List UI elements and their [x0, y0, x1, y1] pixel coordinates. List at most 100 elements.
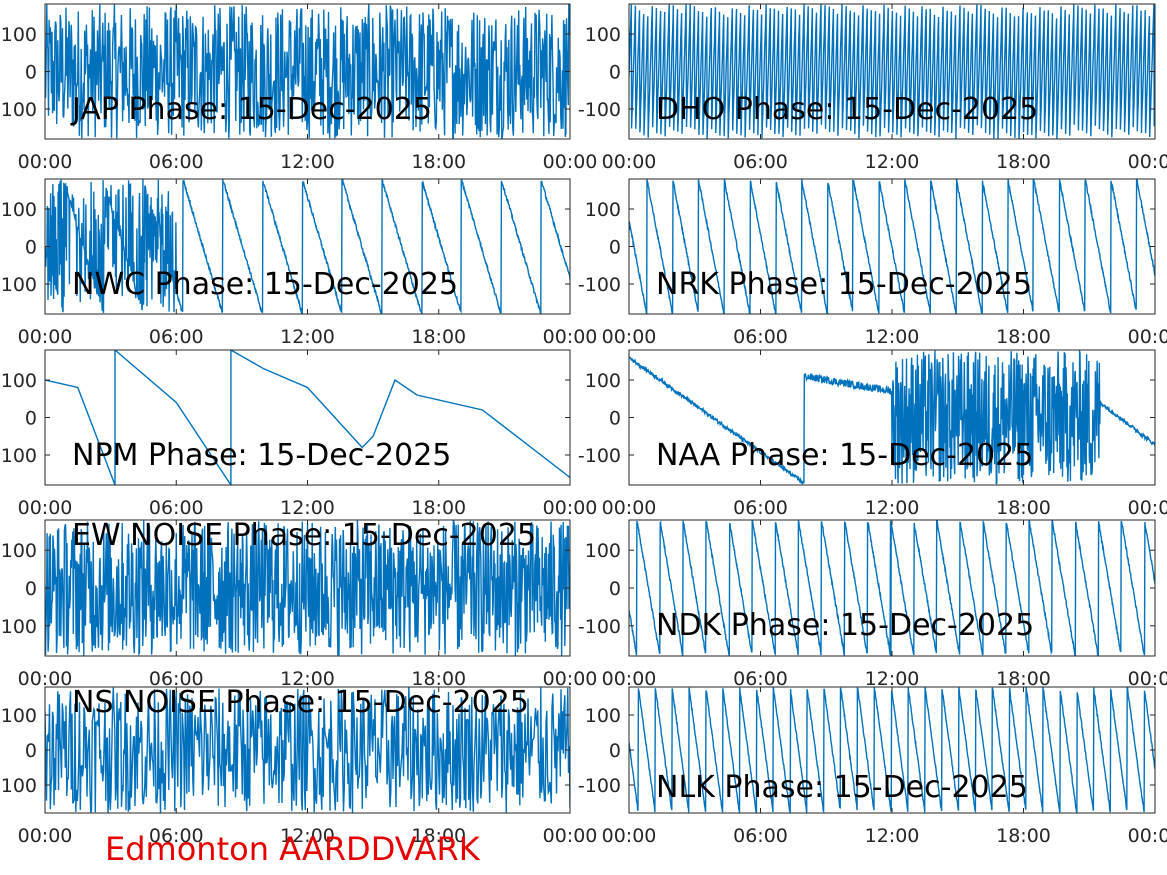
y-tick-label: -100 [578, 445, 621, 467]
y-tick-label: 100 [1, 99, 37, 121]
y-tick-label: 0 [25, 237, 37, 259]
x-tick-label: 12:00 [865, 151, 920, 173]
y-tick-label: 0 [609, 237, 621, 259]
phase-panel: 100 0 -100 00:00 06:00 12:00 18:00 00:00 NLK Pha… [578, 686, 1167, 847]
x-tick-label: 12:00 [280, 497, 335, 519]
x-tick-label: 00:00 [1128, 326, 1167, 348]
panel-title: NPM Phase: 15-Dec-2025 [72, 438, 451, 473]
panel-title: EW NOISE Phase: 15-Dec-2025 [72, 518, 536, 553]
x-tick-label: 06:00 [733, 825, 788, 847]
x-tick-label: 12:00 [865, 825, 920, 847]
phase-panel: 100 0 100 00:00 06:00 12:00 18:00 00:00 NS NOISE… [1, 685, 598, 847]
y-tick-label: -100 [578, 99, 621, 121]
y-tick-label: 0 [25, 578, 37, 600]
x-tick-label: 06:00 [733, 151, 788, 173]
x-tick-label: 00:00 [602, 151, 657, 173]
panel-title: NAA Phase: 15-Dec-2025 [656, 438, 1033, 473]
x-tick-label: 18:00 [411, 151, 466, 173]
x-tick-label: 06:00 [733, 497, 788, 519]
x-tick-label: 18:00 [411, 825, 466, 847]
panel-title: DHO Phase: 15-Dec-2025 [656, 92, 1038, 127]
y-tick-label: 100 [585, 705, 621, 727]
y-tick-label: 100 [585, 24, 621, 46]
phase-series-line [45, 179, 570, 314]
phase-series-line [45, 350, 570, 485]
y-tick-label: -100 [578, 775, 621, 797]
y-tick-label: 0 [609, 62, 621, 84]
y-tick-label: 0 [609, 740, 621, 762]
x-tick-label: 12:00 [280, 668, 335, 690]
x-tick-label: 00:00 [1128, 825, 1167, 847]
x-tick-label: 06:00 [149, 497, 204, 519]
x-tick-label: 00:00 [1128, 668, 1167, 690]
panel-title: NRK Phase: 15-Dec-2025 [656, 267, 1032, 302]
x-tick-label: 18:00 [996, 497, 1051, 519]
phase-series-line [629, 4, 1155, 139]
x-tick-label: 12:00 [280, 326, 335, 348]
phase-series-line [629, 520, 1155, 656]
x-tick-label: 00:00 [18, 326, 73, 348]
panel-title: NLK Phase: 15-Dec-2025 [656, 770, 1028, 805]
y-tick-label: 100 [1, 199, 37, 221]
x-tick-label: 12:00 [865, 668, 920, 690]
x-tick-label: 00:00 [1128, 151, 1167, 173]
y-tick-label: 100 [1, 370, 37, 392]
y-tick-label: 100 [1, 274, 37, 296]
x-tick-label: 06:00 [149, 151, 204, 173]
x-tick-label: 12:00 [280, 825, 335, 847]
x-tick-label: 06:00 [149, 825, 204, 847]
y-tick-label: 100 [1, 24, 37, 46]
x-tick-label: 18:00 [411, 497, 466, 519]
phase-panel: 100 0 100 00:00 06:00 12:00 18:00 00:00 JAP Phas… [1, 3, 597, 173]
y-tick-label: 100 [585, 540, 621, 562]
y-tick-label: 0 [609, 578, 621, 600]
y-tick-label: 0 [25, 740, 37, 762]
x-tick-label: 18:00 [996, 668, 1051, 690]
x-tick-label: 00:00 [18, 151, 73, 173]
x-tick-label: 00:00 [1128, 497, 1167, 519]
x-tick-label: 00:00 [602, 497, 657, 519]
y-tick-label: 100 [1, 705, 37, 727]
y-tick-label: 100 [1, 616, 37, 638]
x-tick-label: 00:00 [543, 825, 598, 847]
x-tick-label: 18:00 [996, 825, 1051, 847]
phase-series-line [45, 4, 570, 139]
panel-title: JAP Phase: 15-Dec-2025 [70, 92, 432, 127]
x-tick-label: 12:00 [280, 151, 335, 173]
x-tick-label: 00:00 [543, 326, 598, 348]
x-tick-label: 00:00 [602, 668, 657, 690]
y-tick-label: 100 [1, 775, 37, 797]
x-tick-label: 06:00 [733, 326, 788, 348]
phase-panel: 100 0 -100 00:00 06:00 12:00 18:00 00:00 NRK Pha… [578, 178, 1167, 348]
x-tick-label: 00:00 [18, 825, 73, 847]
phase-series-line [629, 350, 1155, 485]
y-tick-label: -100 [578, 274, 621, 296]
x-tick-label: 18:00 [411, 326, 466, 348]
x-tick-label: 00:00 [543, 668, 598, 690]
x-tick-label: 00:00 [602, 825, 657, 847]
x-tick-label: 18:00 [996, 326, 1051, 348]
y-tick-label: 0 [25, 408, 37, 430]
y-tick-label: 100 [585, 199, 621, 221]
phase-panel: 100 0 100 00:00 06:00 12:00 18:00 00:00 NPM Phas… [1, 349, 598, 519]
phase-series-line [629, 687, 1155, 813]
footer-label: Edmonton AARDDVARK [105, 830, 481, 868]
x-tick-label: 18:00 [411, 668, 466, 690]
x-tick-label: 06:00 [149, 326, 204, 348]
x-tick-label: 00:00 [543, 497, 598, 519]
x-tick-label: 00:00 [18, 668, 73, 690]
panel-title: NDK Phase: 15-Dec-2025 [656, 608, 1034, 643]
panel-title: NS NOISE Phase: 15-Dec-2025 [72, 685, 529, 720]
phase-series-line [629, 179, 1155, 314]
phase-series-line [45, 687, 570, 813]
x-tick-label: 00:00 [602, 326, 657, 348]
x-tick-label: 06:00 [149, 668, 204, 690]
x-tick-label: 12:00 [865, 497, 920, 519]
y-tick-label: 0 [609, 408, 621, 430]
x-tick-label: 00:00 [18, 497, 73, 519]
y-tick-label: 100 [585, 370, 621, 392]
y-tick-label: 100 [1, 445, 37, 467]
phase-panel: 100 0 -100 00:00 06:00 12:00 18:00 00:00 DHO Pha… [578, 3, 1167, 173]
phase-panel: 100 0 -100 00:00 06:00 12:00 18:00 00:00 NDK Pha… [578, 519, 1167, 690]
